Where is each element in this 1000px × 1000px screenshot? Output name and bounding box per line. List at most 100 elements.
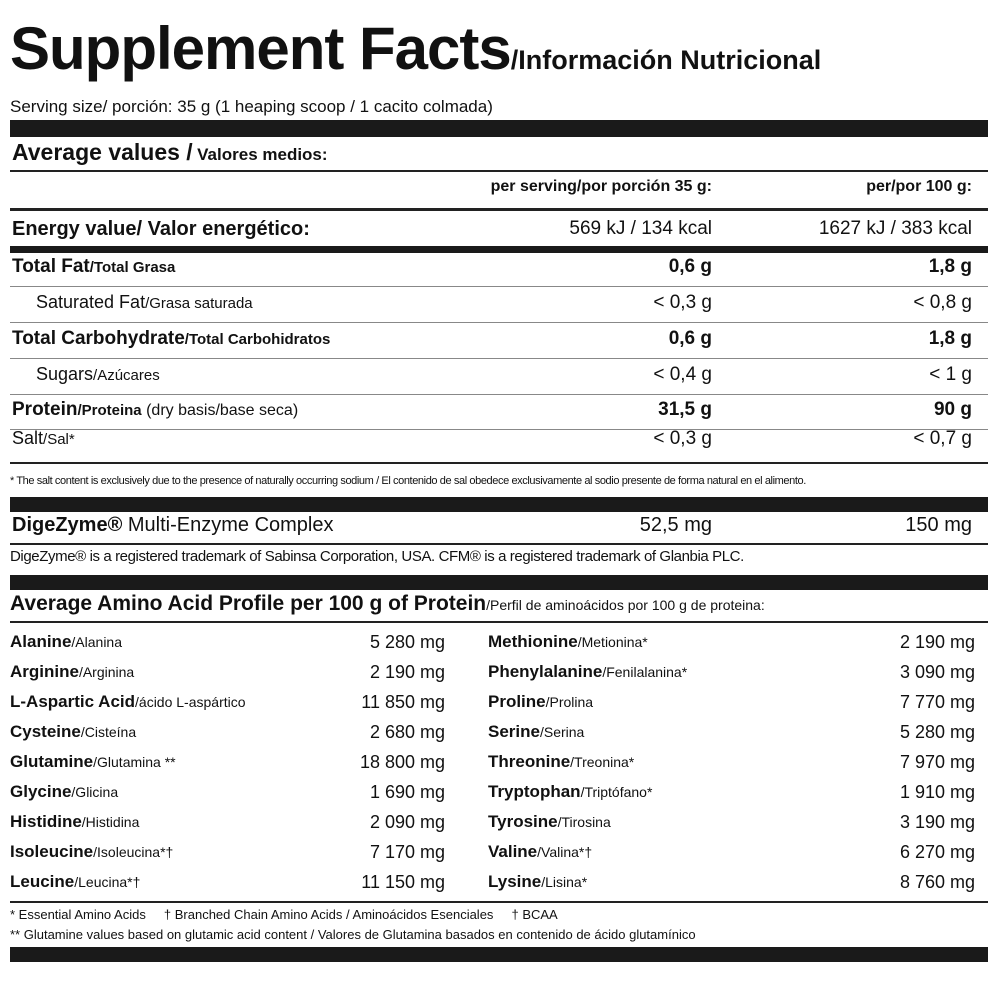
amino-name: Valine [488, 842, 538, 861]
nutrient-per-serving: 31,5 g [658, 399, 712, 420]
amino-name: Glycine [10, 782, 72, 801]
amino-name-es: /Leucina*† [74, 874, 141, 890]
amino-name-es: /Lisina* [541, 874, 588, 890]
nutrient-name-es: /Proteina [77, 402, 142, 419]
nutrient-name: Salt [12, 428, 44, 448]
average-values-heading: Average values / Valores medios: [12, 139, 328, 166]
amino-value: 1 910 mg [899, 782, 975, 802]
amino-acid-row: Leucine/Leucina*† 11 150 mg [10, 872, 445, 900]
nutrient-label: Sugars/Azúcares [36, 364, 160, 385]
title-sub: /Información Nutricional [510, 45, 822, 75]
nutrient-per-100g: 1,8 g [928, 256, 972, 277]
nutrient-per-serving: < 0,4 g [653, 364, 712, 385]
amino-name: Proline [488, 692, 546, 711]
amino-name: Histidine [10, 812, 82, 831]
amino-value: 6 270 mg [899, 842, 975, 862]
amino-name-es: /Tirosina [557, 814, 611, 830]
amino-acid-row: Lysine/Lisina* 8 760 mg [488, 872, 975, 900]
title-main: Supplement Facts [10, 15, 512, 82]
nutrient-row: Salt/Sal* < 0,3 g < 0,7 g [10, 428, 988, 458]
nutrient-name: Total Carbohydrate [12, 328, 185, 349]
amino-value: 3 090 mg [899, 662, 975, 682]
amino-name: Threonine [488, 752, 571, 771]
amino-value: 5 280 mg [369, 632, 445, 652]
amino-heading: Average Amino Acid Profile per 100 g of … [10, 592, 765, 616]
amino-name-es: /Triptófano* [580, 784, 653, 800]
nutrient-label: Total Carbohydrate/Total Carbohidratos [12, 328, 330, 350]
amino-name: Tryptophan [488, 782, 581, 801]
nutrient-row: Total Fat/Total Grasa 0,6 g 1,8 g [10, 256, 988, 286]
amino-acid-row: Arginine/Arginina 2 190 mg [10, 662, 445, 690]
amino-name-es: /Serina [539, 724, 585, 740]
nutrient-row: Total Carbohydrate/Total Carbohidratos 0… [10, 328, 988, 358]
digezyme-per-serving: 52,5 mg [639, 514, 712, 536]
amino-name-es: /Prolina [545, 694, 594, 710]
digezyme-brand: DigeZyme® [12, 514, 123, 536]
amino-value: 18 800 mg [359, 752, 445, 772]
energy-row: Energy value/ Valor energético: 569 kJ /… [10, 218, 988, 248]
amino-value: 3 190 mg [899, 812, 975, 832]
column-headers: per serving/por porción 35 g: per/por 10… [10, 178, 988, 208]
divider [10, 901, 988, 903]
col-per-100g: per/por 100 g: [866, 178, 972, 195]
nutrient-per-serving: 0,6 g [668, 256, 712, 277]
nutrient-name: Saturated Fat [36, 292, 146, 312]
nutrient-per-100g: 1,8 g [928, 328, 972, 349]
amino-name-es: /Metionina* [577, 634, 648, 650]
amino-acid-row: Alanine/Alanina 5 280 mg [10, 632, 445, 660]
nutrient-name-es: /Azúcares [93, 367, 160, 384]
amino-name: L-Aspartic Acid [10, 692, 136, 711]
amino-acid-row: Threonine/Treonina* 7 970 mg [488, 752, 975, 780]
average-title: Average values / [12, 139, 193, 165]
energy-per-serving: 569 kJ / 134 kcal [569, 218, 712, 239]
amino-name: Phenylalanine [488, 662, 603, 681]
footnote-glutamine: ** Glutamine values based on glutamic ac… [10, 927, 696, 942]
amino-acid-row: Serine/Serina 5 280 mg [488, 722, 975, 750]
amino-acid-row: Isoleucine/Isoleucina*† 7 170 mg [10, 842, 445, 870]
nutrient-row: Protein/Proteina (dry basis/base seca) 3… [10, 399, 988, 429]
amino-acid-row: Phenylalanine/Fenilalanina* 3 090 mg [488, 662, 975, 690]
serving-size: Serving size/ porción: 35 g (1 heaping s… [10, 97, 493, 116]
amino-value: 7 770 mg [899, 692, 975, 712]
nutrient-row: Sugars/Azúcares < 0,4 g < 1 g [10, 364, 988, 394]
divider [10, 429, 988, 430]
divider [10, 286, 988, 287]
amino-value: 7 170 mg [369, 842, 445, 862]
nutrient-row: Saturated Fat/Grasa saturada < 0,3 g < 0… [10, 292, 988, 322]
nutrient-name-es: /Total Carbohidratos [184, 331, 331, 348]
col-per-serving: per serving/por porción 35 g: [490, 178, 712, 195]
amino-value: 11 150 mg [361, 872, 445, 892]
nutrient-per-100g: < 1 g [929, 364, 972, 385]
nutrient-name-es: /Total Grasa [89, 259, 176, 276]
nutrient-note: (dry basis/base seca) [141, 402, 299, 419]
nutrient-label: Protein/Proteina (dry basis/base seca) [12, 399, 298, 421]
nutrient-name-es: /Sal* [43, 431, 75, 448]
average-title-es: Valores medios: [197, 145, 328, 164]
amino-name-es: /Valina*† [537, 844, 593, 860]
amino-name-es: /ácido L-aspártico [135, 694, 246, 710]
amino-name-es: /Treonina* [570, 754, 635, 770]
amino-name: Isoleucine [10, 842, 94, 861]
amino-name: Methionine [488, 632, 578, 651]
amino-value: 5 280 mg [899, 722, 975, 742]
amino-name-es: /Glicina [71, 784, 119, 800]
amino-name-es: /Histidina [81, 814, 140, 830]
amino-value: 11 850 mg [361, 692, 445, 712]
amino-acid-row: Methionine/Metionina* 2 190 mg [488, 632, 975, 660]
amino-acid-row: L-Aspartic Acid/ácido L-aspártico 11 850 … [10, 692, 445, 720]
energy-label: Energy value/ Valor energético: [12, 218, 310, 240]
amino-name-es: /Isoleucina*† [93, 844, 174, 860]
nutrient-per-100g: < 0,8 g [913, 292, 972, 313]
divider [10, 208, 988, 211]
amino-value: 8 760 mg [899, 872, 975, 892]
amino-name: Serine [488, 722, 540, 741]
amino-name: Tyrosine [488, 812, 558, 831]
nutrient-per-serving: < 0,3 g [653, 292, 712, 313]
amino-name: Glutamine [10, 752, 94, 771]
amino-name-es: /Cisteína [80, 724, 137, 740]
amino-acid-row: Glycine/Glicina 1 690 mg [10, 782, 445, 810]
amino-name: Arginine [10, 662, 79, 681]
amino-value: 1 690 mg [369, 782, 445, 802]
amino-acid-row: Proline/Prolina 7 770 mg [488, 692, 975, 720]
footnote-essential: * Essential Amino Acids † Branched Chain… [10, 907, 558, 922]
